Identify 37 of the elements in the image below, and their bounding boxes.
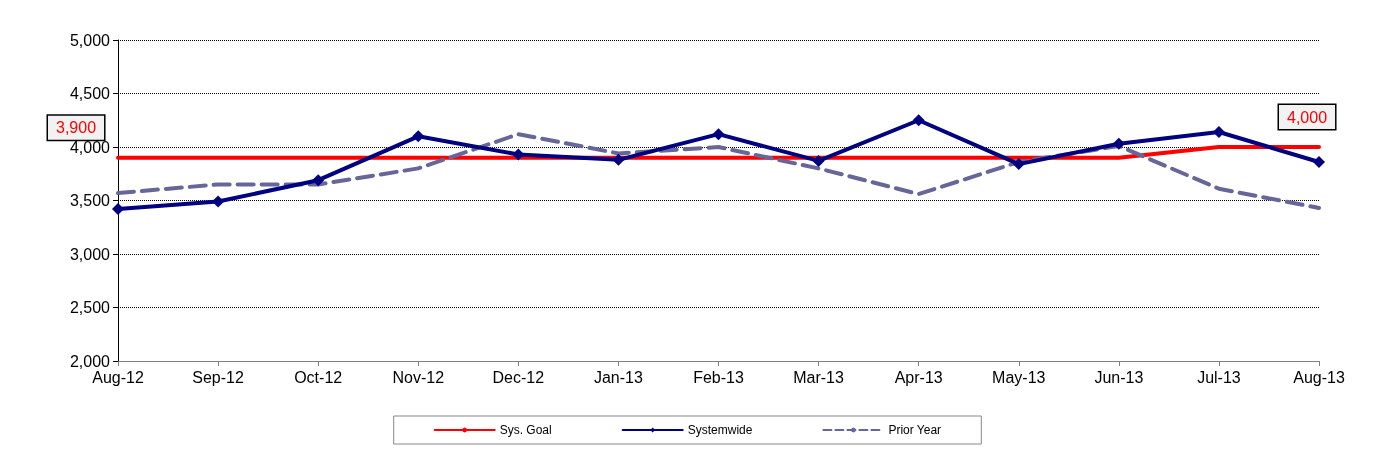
legend-label: Prior Year (888, 423, 942, 437)
y-tick-label: 2,000 (69, 352, 111, 370)
x-tick-label: Aug-12 (92, 368, 144, 386)
point (212, 195, 225, 208)
point (612, 153, 625, 166)
x-tick-label: Feb-13 (693, 368, 744, 386)
point (1112, 137, 1125, 150)
x-tick-label: May-13 (992, 368, 1046, 386)
legend-label: Sys. Goal (499, 423, 552, 437)
y-tick-label: 4,500 (69, 85, 111, 102)
y-tick-label: 2,500 (69, 299, 111, 316)
x-tick-label: Jan-13 (593, 368, 643, 386)
x-tick-label: Aug-13 (1293, 368, 1345, 386)
y-tick-label: 5,000 (69, 31, 111, 49)
x-tick-label: Jul-13 (1197, 368, 1241, 386)
data-label: 3,900 (56, 119, 97, 137)
point (1313, 155, 1325, 168)
x-tick-label: Nov-12 (392, 368, 445, 386)
point (1012, 158, 1025, 171)
y-tick-label: 3,000 (69, 245, 111, 263)
point (112, 203, 124, 216)
point (312, 174, 325, 187)
point (712, 128, 725, 141)
legend-label: Systemwide (687, 423, 753, 437)
y-tick-label: 3,500 (69, 192, 111, 209)
point (812, 154, 825, 167)
line-series (116, 132, 1321, 210)
point (412, 130, 425, 143)
x-tick-label: Mar-13 (793, 368, 845, 386)
x-tick-label: Jun-13 (1094, 368, 1144, 386)
point (912, 114, 925, 127)
y-tick-label: 4,000 (69, 138, 111, 156)
data-label: 4,000 (1287, 108, 1328, 126)
x-tick-label: Oct-12 (294, 368, 343, 386)
x-tick-label: Dec-12 (492, 368, 545, 386)
x-tick-label: Apr-13 (894, 368, 943, 386)
x-tick-label: Sep-12 (192, 368, 244, 386)
